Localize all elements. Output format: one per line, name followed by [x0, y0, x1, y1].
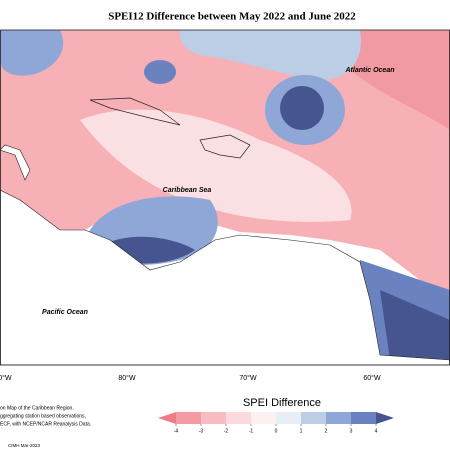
longitude-label: 60°W	[363, 374, 381, 382]
legend-tick-label: -3	[199, 428, 204, 434]
legend-tick-label: 0	[275, 428, 278, 434]
legend-tick-label: -4	[174, 428, 179, 434]
wet-region	[179, 30, 361, 80]
note: ggregating station based observations,	[0, 413, 86, 419]
credit: CIMH Mar-2023	[8, 443, 41, 448]
longitude-label: 0°W	[0, 374, 12, 382]
place-label: Caribbean Sea	[163, 187, 212, 194]
legend-tick-label: 3	[350, 428, 353, 434]
legend-swatch	[176, 412, 201, 424]
legend-swatch	[276, 412, 301, 424]
note: ECF, with NCEP/NCAR Reanalysis Data.	[0, 421, 91, 427]
land-hispaniola	[199, 134, 251, 159]
legend-tick-label: -1	[249, 428, 254, 434]
legend-swatch	[158, 412, 176, 424]
wet-region	[144, 60, 176, 84]
legend-title: SPEI Difference	[243, 397, 321, 409]
legend-tick-label: -2	[224, 428, 229, 434]
map: Atlantic Ocean Caribbean Sea Pacific Oce…	[0, 29, 450, 366]
dry-region	[330, 30, 450, 130]
title: SPEI12 Difference between May 2022 and J…	[108, 11, 356, 23]
legend-swatch	[251, 412, 276, 424]
wet-region	[280, 86, 324, 130]
land-south-america	[0, 189, 450, 366]
wet-region	[380, 290, 450, 360]
longitude-label: 80°W	[118, 374, 136, 382]
legend-tick-label: 4	[375, 428, 378, 434]
legend-swatch	[326, 412, 351, 424]
legend-swatch	[376, 412, 394, 424]
land-cuba	[89, 97, 181, 126]
legend-swatch	[226, 412, 251, 424]
legend: SPEI Difference -4 -3 -2 -1 0 1 2 3 4	[158, 397, 394, 434]
place-label: Atlantic Ocean	[344, 67, 394, 74]
longitude-labels: 0°W 80°W 70°W 60°W	[0, 374, 381, 382]
place-label: Pacific Ocean	[42, 309, 88, 316]
note: on Map of the Caribbean Region.	[0, 405, 74, 411]
legend-swatch	[351, 412, 376, 424]
legend-swatch	[301, 412, 326, 424]
wet-region	[0, 30, 64, 76]
legend-tick-label: 1	[300, 428, 303, 434]
legend-swatch	[201, 412, 226, 424]
near-normal-region	[80, 109, 352, 222]
longitude-label: 70°W	[239, 374, 257, 382]
legend-tick-label: 2	[325, 428, 328, 434]
land-central-america	[0, 144, 31, 181]
